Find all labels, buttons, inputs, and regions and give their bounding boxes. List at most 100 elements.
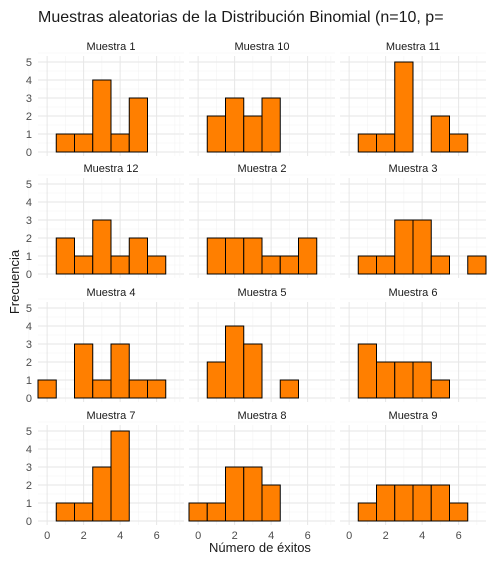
- bar-muestra-6-x4: [413, 362, 431, 398]
- facet-label: Muestra 10: [234, 41, 289, 53]
- facet-label: Muestra 6: [389, 287, 438, 299]
- facet-label: Muestra 9: [389, 410, 438, 422]
- bar-muestra-4-x2: [75, 344, 93, 398]
- bar-muestra-10-x2: [226, 98, 244, 152]
- facet-label: Muestra 8: [238, 410, 287, 422]
- chart-title: Muestras aleatorias de la Distribución B…: [38, 9, 444, 26]
- y-tick-label: 0: [26, 393, 32, 405]
- y-tick-label: 5: [26, 426, 32, 438]
- facet-label: Muestra 12: [83, 163, 138, 175]
- bar-muestra-4-x0: [38, 380, 56, 398]
- bar-muestra-12-x4: [111, 256, 129, 274]
- bar-muestra-8-x2: [226, 467, 244, 521]
- bar-muestra-1-x1: [56, 134, 74, 152]
- bar-muestra-2-x1: [207, 238, 225, 274]
- bar-muestra-11-x5: [431, 116, 449, 152]
- y-tick-label: 0: [26, 269, 32, 281]
- y-tick-label: 3: [26, 462, 32, 474]
- facet-muestra-12: Muestra 12 0 1 2 3 4 5: [26, 163, 184, 281]
- bar-muestra-6-x3: [395, 362, 413, 398]
- facet-muestra-4: Muestra 4 0 1 2 3 4 5: [26, 287, 184, 405]
- y-tick-label: 1: [26, 498, 32, 510]
- bar-muestra-12-x1: [56, 238, 74, 274]
- y-tick-label: 5: [26, 179, 32, 191]
- bar-muestra-2-x6: [299, 238, 317, 274]
- bar-muestra-3-x1: [358, 256, 376, 274]
- x-tick-label: 0: [44, 530, 50, 542]
- facet-label: Muestra 11: [386, 41, 440, 53]
- y-tick-label: 5: [26, 57, 32, 69]
- facet-label: Muestra 5: [238, 287, 287, 299]
- y-tick-label: 3: [26, 93, 32, 105]
- facet-muestra-9: Muestra 9 0 2 4 6: [331, 410, 486, 542]
- y-tick-label: 2: [26, 480, 32, 492]
- y-tick-label: 3: [26, 215, 32, 227]
- bar-muestra-5-x1: [207, 362, 225, 398]
- bar-muestra-7-x1: [56, 503, 74, 521]
- x-tick-label: 2: [81, 530, 87, 542]
- x-tick-label: 0: [346, 530, 352, 542]
- bar-muestra-5-x5: [280, 380, 298, 398]
- y-tick-label: 1: [26, 129, 32, 141]
- bar-muestra-2-x3: [244, 238, 262, 274]
- y-tick-label: 5: [26, 303, 32, 315]
- bar-muestra-5-x3: [244, 344, 262, 398]
- bar-muestra-9-x1: [358, 503, 376, 521]
- bar-muestra-11-x1: [358, 134, 376, 152]
- bar-muestra-11-x6: [450, 134, 468, 152]
- y-tick-label: 4: [26, 75, 32, 87]
- bar-muestra-7-x2: [75, 503, 93, 521]
- facet-label: Muestra 3: [389, 163, 438, 175]
- bar-muestra-8-x4: [262, 485, 280, 521]
- bar-muestra-2-x4: [262, 256, 280, 274]
- bar-muestra-6-x5: [431, 380, 449, 398]
- y-axis-label: Frecuencia: [7, 249, 22, 314]
- bar-muestra-11-x2: [377, 134, 395, 152]
- bar-muestra-10-x3: [244, 116, 262, 152]
- y-tick-label: 0: [26, 516, 32, 528]
- bar-muestra-3-x5: [431, 256, 449, 274]
- bar-muestra-3-x3: [395, 220, 413, 274]
- bar-muestra-10-x4: [262, 98, 280, 152]
- bar-muestra-1-x2: [75, 134, 93, 152]
- facet-muestra-7: Muestra 7 0 1 2 3 4 5 0 2 4 6: [26, 410, 184, 542]
- bar-muestra-9-x5: [431, 485, 449, 521]
- y-tick-label: 4: [26, 197, 32, 209]
- bar-muestra-1-x4: [111, 134, 129, 152]
- bar-muestra-9-x4: [413, 485, 431, 521]
- facet-muestra-11: Muestra 11: [331, 41, 486, 156]
- facet-muestra-2: Muestra 2: [180, 163, 335, 278]
- bar-muestra-2-x2: [226, 238, 244, 274]
- facet-muestra-5: Muestra 5: [180, 287, 335, 402]
- bar-muestra-9-x2: [377, 485, 395, 521]
- facet-label: Muestra 1: [87, 41, 136, 53]
- x-tick-label: 6: [154, 530, 160, 542]
- y-tick-label: 4: [26, 321, 32, 333]
- bar-muestra-9-x6: [450, 503, 468, 521]
- y-tick-label: 2: [26, 111, 32, 123]
- bar-muestra-8-x0: [189, 503, 207, 521]
- y-tick-label: 2: [26, 357, 32, 369]
- bar-muestra-8-x3: [244, 467, 262, 521]
- bar-muestra-1-x3: [93, 80, 111, 152]
- bar-muestra-5-x2: [226, 326, 244, 398]
- bar-muestra-1-x5: [129, 98, 147, 152]
- facet-label: Muestra 2: [238, 163, 287, 175]
- x-tick-label: 2: [383, 530, 389, 542]
- facet-label: Muestra 4: [87, 287, 136, 299]
- y-tick-label: 0: [26, 147, 32, 159]
- bar-muestra-8-x1: [207, 503, 225, 521]
- facet-muestra-6: Muestra 6: [331, 287, 486, 402]
- bar-muestra-12-x3: [93, 220, 111, 274]
- bar-muestra-3-x2: [377, 256, 395, 274]
- y-tick-label: 3: [26, 339, 32, 351]
- y-tick-label: 2: [26, 233, 32, 245]
- facet-label: Muestra 7: [87, 410, 136, 422]
- x-axis-label: Número de éxitos: [209, 540, 311, 555]
- bar-muestra-10-x1: [207, 116, 225, 152]
- x-tick-label: 4: [117, 530, 123, 542]
- bar-muestra-7-x4: [111, 431, 129, 521]
- y-tick-label: 1: [26, 375, 32, 387]
